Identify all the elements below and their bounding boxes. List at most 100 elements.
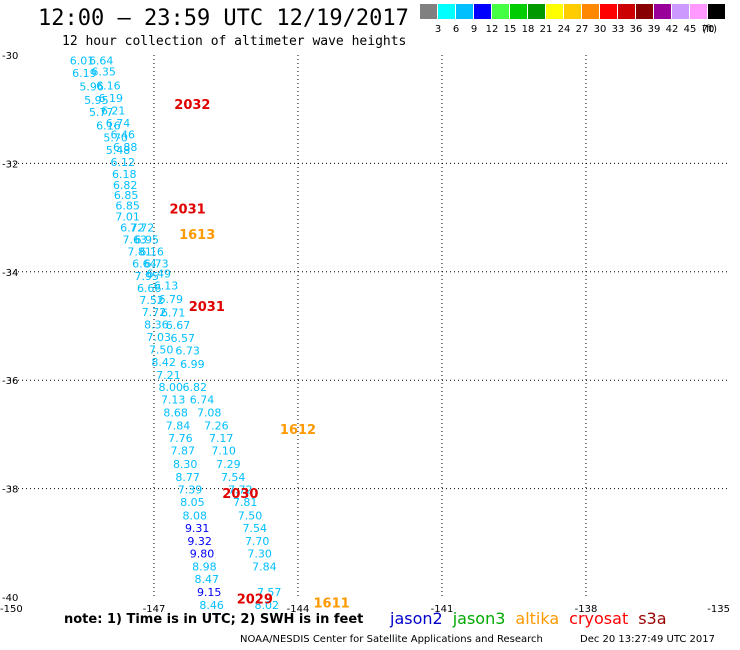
wave-height-value: 6.35: [91, 65, 116, 78]
wave-height-value: 7.54: [221, 471, 246, 484]
wave-height-value: 8.47: [195, 573, 220, 586]
wave-height-value: 6.01: [70, 54, 95, 67]
satellite-legend: jason2 jason3 altika cryosat s3a: [390, 609, 677, 628]
wave-height-value: 7.39: [178, 484, 203, 497]
wave-height-value: 9.32: [187, 535, 212, 548]
wave-height-value: 6.49: [147, 267, 172, 280]
wave-height-value: 6.57: [171, 332, 196, 345]
color-swatch: [708, 4, 725, 19]
color-swatch: [636, 4, 653, 19]
pass-number-label: 2031: [189, 300, 225, 315]
lat-tick-label: -36: [2, 376, 18, 387]
wave-height-value: 6.79: [159, 293, 184, 306]
wave-height-value: 9.80: [190, 548, 215, 561]
wave-height-value: 6.73: [144, 258, 169, 271]
wave-height-value: 6.82: [113, 179, 138, 192]
wave-height-value: 6.18: [112, 168, 137, 181]
satellite-legend-item: s3a: [638, 609, 667, 628]
pass-number-label: 1611: [314, 596, 350, 611]
wave-height-value: 6.72: [120, 221, 145, 234]
satellite-legend-item: jason2: [390, 609, 443, 628]
wave-height-value: 6.85: [115, 200, 140, 213]
wave-height-value: 7.29: [216, 458, 241, 471]
pass-number-label: 1612: [280, 423, 316, 438]
lat-tick-label: -34: [2, 268, 18, 279]
lon-tick-label: -150: [0, 604, 23, 615]
color-scale-legend: 3 6 9 12 15 18 21 24 27 30 33 36 39 42 45 70 (ft): [420, 4, 730, 36]
color-swatch: [438, 4, 455, 19]
wave-height-value: 5.77: [89, 106, 114, 119]
lat-tick-label: -38: [2, 485, 18, 496]
wave-height-value: 7.52: [139, 294, 164, 307]
pass-number-label: 2030: [222, 487, 258, 502]
page-subtitle: 12 hour collection of altimeter wave hei…: [62, 34, 407, 49]
wave-height-value: 7.84: [166, 420, 191, 433]
wave-height-value: 6.16: [96, 119, 121, 132]
lon-tick-label: -144: [287, 604, 310, 615]
wave-height-readings: 6.016.646.196.355.966.165.956.195.776.21…: [70, 54, 282, 612]
color-swatch-label: 27: [575, 24, 589, 35]
wave-height-value: 6.16: [96, 79, 121, 92]
wave-height-value: 6.73: [175, 344, 200, 357]
wave-height-value: 9.31: [185, 522, 210, 535]
color-swatch: [510, 4, 527, 19]
wave-height-value: 7.76: [168, 432, 193, 445]
color-swatch: [474, 4, 491, 19]
wave-height-value: 7.17: [209, 432, 234, 445]
wave-height-value: 5.48: [106, 144, 131, 157]
color-swatch: [618, 4, 635, 19]
wave-height-value: 6.66: [137, 282, 162, 295]
wave-height-value: 7.08: [197, 407, 222, 420]
wave-height-value: 8.00: [159, 381, 184, 394]
generated-timestamp: Dec 20 13:27:49 UTC 2017: [580, 634, 715, 645]
color-swatch: [564, 4, 581, 19]
wave-height-value: 7.26: [204, 420, 229, 433]
color-swatch: [546, 4, 563, 19]
wave-height-value: 6.64: [89, 54, 114, 67]
lon-tick-label: -147: [143, 604, 166, 615]
color-swatch-label: 39: [647, 24, 661, 35]
color-swatch: [456, 4, 473, 19]
wave-height-value: 6.64: [132, 258, 157, 271]
color-swatch-label: 42: [665, 24, 679, 35]
wave-height-value: 8.42: [151, 356, 176, 369]
color-swatch: [690, 4, 707, 19]
color-swatch-label: 36: [629, 24, 643, 35]
wave-height-value: 7.10: [211, 445, 236, 458]
color-swatch-label: 24: [557, 24, 571, 35]
wave-height-value: 6.74: [106, 117, 131, 130]
wave-height-value: 6.19: [99, 92, 124, 105]
color-swatch: [528, 4, 545, 19]
wave-height-value: 6.82: [183, 381, 208, 394]
wave-height-value: 5.70: [103, 131, 128, 144]
pass-number-label: 2032: [174, 98, 210, 113]
footer-note: note: 1) Time is in UTC; 2) SWH is in fe…: [64, 612, 364, 627]
wave-height-value: 8.68: [163, 407, 188, 420]
wave-height-value: 6.88: [113, 141, 138, 154]
credit-line: NOAA/NESDIS Center for Satellite Applica…: [240, 634, 543, 645]
color-swatch-label: 12: [485, 24, 499, 35]
map-grid: [10, 55, 730, 597]
wave-height-value: 7.72: [228, 484, 253, 497]
satellite-legend-item: altika: [515, 609, 560, 628]
color-scale-unit: (ft): [702, 24, 718, 35]
wave-height-value: 5.96: [79, 80, 104, 93]
wave-height-value: 6.74: [190, 394, 215, 407]
lat-tick-label: -32: [2, 159, 18, 170]
wave-height-value: 7.81: [233, 496, 258, 509]
wave-height-value: 7.50: [238, 510, 263, 523]
color-swatch: [582, 4, 599, 19]
color-swatch-label: 3: [434, 24, 442, 35]
wave-height-value: 6.19: [72, 67, 97, 80]
wave-height-value: 7.81: [127, 246, 152, 259]
pass-number-label: 1613: [179, 228, 215, 243]
wave-height-value: 7.13: [161, 394, 186, 407]
wave-height-value: 7.01: [115, 211, 140, 224]
lat-tick-label: -30: [2, 51, 18, 62]
color-swatch-label: 33: [611, 24, 625, 35]
lat-tick-label: -40: [2, 593, 18, 604]
pass-number-label: 2031: [170, 202, 206, 217]
lon-tick-label: -135: [707, 604, 730, 615]
wave-height-value: 7.72: [142, 306, 167, 319]
